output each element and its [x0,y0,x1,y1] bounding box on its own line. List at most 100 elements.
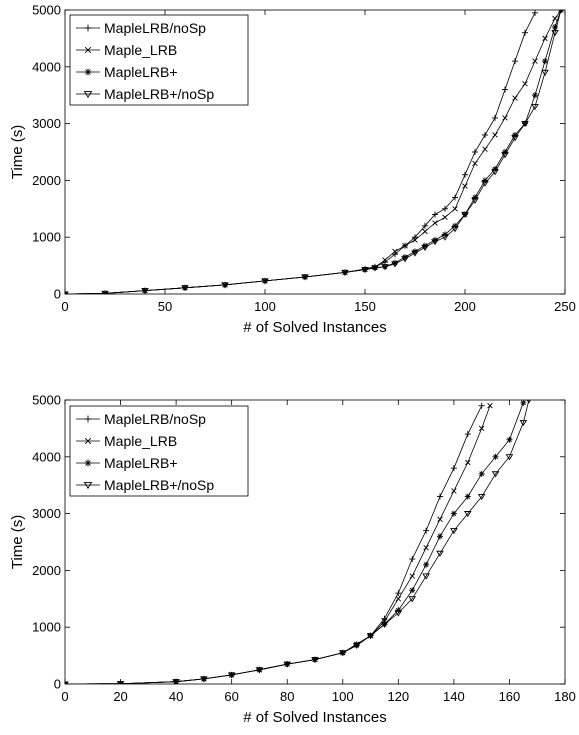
data-point [505,454,514,461]
legend [69,405,249,497]
data-point [181,285,189,292]
data-point [338,650,347,657]
data-point [283,661,292,668]
data-point [371,265,379,272]
data-point [221,282,229,289]
legend-item: Maple_LRB [76,42,177,58]
legend-label: MapleLRB+/noSp [104,86,214,102]
legend-item: MapleLRB+ [76,64,178,80]
data-point [255,667,264,674]
data-point [461,211,469,219]
x-tick-label: 80 [280,689,294,704]
data-point [394,610,403,617]
legend-label: MapleLRB+/noSp [104,477,214,493]
data-point [141,288,149,294]
y-tick-label: 0 [54,287,61,302]
x-tick-label: 100 [332,689,354,704]
y-tick-label: 2000 [32,173,61,188]
series-triangle-down [65,10,564,294]
x-tick-label: 100 [254,299,276,314]
data-point [541,69,549,77]
chart-bottom: 0 20 40 60 80 100 120 140 160 180 0 1000 2000 3000 400… [9,393,576,727]
x-axis-label: # of Solved Instances [243,709,386,726]
data-point [227,672,236,679]
x-tick-label: 200 [454,299,476,314]
data-point [352,642,361,649]
data-point [422,573,430,580]
legend [69,14,249,106]
x-tick-label: 40 [169,689,183,704]
x-tick-label: 20 [113,689,127,704]
x-tick-label: 60 [224,689,238,704]
series-triangle-down [65,400,532,684]
legend-label: MapleLRB+ [104,64,178,80]
x-tick-label: 250 [554,299,576,314]
data-point [551,30,559,37]
data-point [463,511,472,518]
x-tick-label: 150 [354,299,376,314]
data-point [401,256,409,263]
data-point [83,482,93,489]
data-point [361,267,369,274]
data-point [521,121,529,128]
data-point [408,596,417,603]
data-point [411,250,419,257]
y-axis-label: Time (s) [9,515,26,569]
x-tick-label: 180 [554,689,576,704]
x-axis-label: # of Solved Instances [243,319,386,336]
y-tick-label: 4000 [32,59,61,74]
data-point [116,681,125,684]
legend-label: Maple_LRB [104,433,177,449]
y-tick-label: 0 [54,677,61,692]
data-point [421,244,429,251]
data-point [519,420,528,427]
legend-label: Maple_LRB [104,42,177,58]
data-point [436,550,444,557]
y-tick-label: 2000 [32,563,61,578]
data-point [471,197,479,204]
data-point [451,226,459,233]
data-point [558,10,564,14]
data-point [83,91,93,98]
y-tick-label: 3000 [32,506,61,521]
data-point [301,274,309,281]
y-tick-label: 4000 [32,449,61,464]
data-point [261,278,269,285]
data-point [381,264,389,271]
y-tick-label: 1000 [32,230,61,245]
x-tick-label: 0 [61,689,68,704]
legend-item: MapleLRB+ [76,455,178,471]
x-tick-label: 140 [443,689,465,704]
legend-item: MapleLRB+/noSp [76,477,214,493]
data-point [172,679,180,684]
y-axis-label: Time (s) [9,125,26,179]
data-point [441,234,449,241]
data-point [431,239,439,246]
series-line [65,10,562,294]
data-point [531,104,539,111]
x-tick-label: 120 [387,689,409,704]
legend-item: MapleLRB/noSp [76,411,206,427]
data-point [391,261,399,268]
data-point [450,528,458,535]
x-tick-label: 50 [158,299,172,314]
x-tick-label: 160 [499,689,521,704]
data-point [311,657,319,664]
x-tick-label: 0 [61,299,68,314]
data-point [341,269,349,276]
data-point [481,180,489,187]
legend-item: MapleLRB/noSp [76,20,206,36]
y-tick-label: 5000 [32,3,61,18]
y-tick-label: 5000 [32,393,61,408]
legend-item: MapleLRB+/noSp [76,86,214,102]
data-point [200,676,208,683]
data-point [380,621,389,628]
y-tick-label: 3000 [32,116,61,131]
series-line [65,400,530,684]
chart-top: 0 50 100 150 200 250 0 1000 2000 3000 4000 5000 # of… [9,3,576,337]
legend-label: MapleLRB/noSp [104,20,206,36]
data-point [511,135,519,142]
legend-label: MapleLRB/noSp [104,411,206,427]
data-point [366,633,375,640]
data-point [477,494,486,501]
